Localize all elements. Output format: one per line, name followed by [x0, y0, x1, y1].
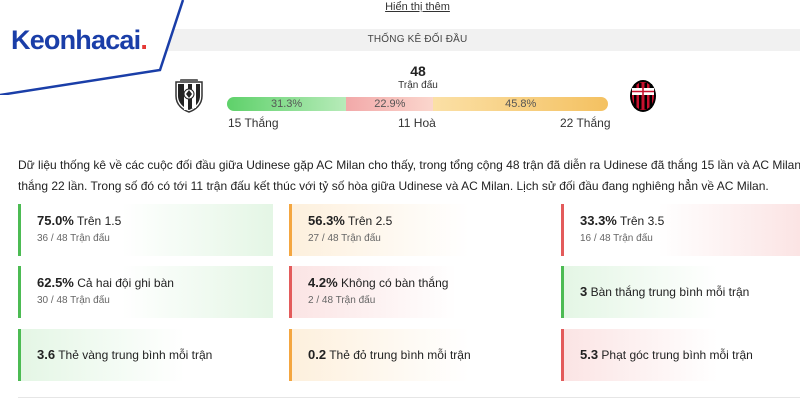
- stat-sub: 36 / 48 Trận đấu: [37, 233, 110, 244]
- ac-milan-crest-icon[interactable]: [628, 78, 658, 114]
- stat-value: 5.3: [580, 347, 599, 362]
- stat-value: 0.2: [308, 347, 327, 362]
- stat-card-avg-red-cards: 0.2 Thẻ đỏ trung bình mỗi trận: [289, 329, 545, 381]
- stat-value: 75.0%: [37, 213, 74, 228]
- stat-sub: 2 / 48 Trận đấu: [308, 295, 376, 306]
- stat-label: Thẻ vàng trung bình mỗi trận: [58, 348, 213, 362]
- stat-value: 3.6: [37, 347, 56, 362]
- stat-sub: 27 / 48 Trận đấu: [308, 233, 381, 244]
- head-to-head-bar: 31.3% 22.9% 45.8%: [227, 97, 608, 111]
- win-segment: 31.3%: [227, 97, 347, 111]
- brand-logo: Keonhacai.: [11, 25, 148, 56]
- brand-logo-band[interactable]: Keonhacai.: [0, 0, 190, 95]
- section-divider: [18, 397, 800, 398]
- summary-line-2: thắng 22 lần. Trong số đó có tới 11 trận…: [18, 179, 769, 193]
- stat-card-over-3-5: 33.3% Trên 3.5 16 / 48 Trận đấu: [561, 204, 800, 256]
- stat-card-both-teams-score: 62.5% Cả hai đội ghi bàn 30 / 48 Trận đấ…: [18, 266, 273, 318]
- summary-paragraph: Dữ liệu thống kê về các cuộc đối đầu giữ…: [18, 155, 800, 197]
- stat-label: Thẻ đỏ trung bình mỗi trận: [329, 348, 471, 362]
- lose-segment: 45.8%: [433, 97, 608, 111]
- stat-card-over-2-5: 56.3% Trên 2.5 27 / 48 Trận đấu: [289, 204, 545, 256]
- stat-label: Bàn thắng trung bình mỗi trận: [590, 285, 750, 299]
- stat-sub: 30 / 48 Trận đấu: [37, 295, 110, 306]
- stat-label: Trên 3.5: [620, 214, 665, 228]
- stat-label: Trên 1.5: [77, 214, 122, 228]
- stat-value: 3: [580, 284, 588, 299]
- away-wins-label: 22 Thắng: [560, 116, 611, 130]
- stat-card-no-goals: 4.2% Không có bàn thắng 2 / 48 Trận đấu: [289, 266, 545, 318]
- stat-card-avg-corners: 5.3 Phạt góc trung bình mỗi trận: [561, 329, 800, 381]
- stat-card-avg-yellow-cards: 3.6 Thẻ vàng trung bình mỗi trận: [18, 329, 273, 381]
- logo-background-shape: [0, 0, 185, 95]
- show-more-link[interactable]: Hiển thị thêm: [385, 1, 450, 13]
- stat-value: 4.2%: [308, 275, 338, 290]
- total-matches: 48: [410, 63, 426, 79]
- stat-card-over-1-5: 75.0% Trên 1.5 36 / 48 Trận đấu: [18, 204, 273, 256]
- stat-value: 56.3%: [308, 213, 345, 228]
- draw-segment: 22.9%: [346, 97, 434, 111]
- summary-line-1: Dữ liệu thống kê về các cuộc đối đầu giữ…: [18, 158, 800, 172]
- stat-sub: 16 / 48 Trận đấu: [580, 233, 653, 244]
- stat-value: 33.3%: [580, 213, 617, 228]
- stat-label: Trên 2.5: [348, 214, 393, 228]
- stat-label: Không có bàn thắng: [340, 276, 449, 290]
- udinese-crest-icon[interactable]: [172, 78, 206, 114]
- stat-label: Cả hai đội ghi bàn: [77, 276, 174, 290]
- section-title: THỐNG KÊ ĐỐI ĐẦU: [367, 34, 468, 45]
- brand-dot: .: [140, 25, 148, 55]
- brand-name: Keonhacai: [11, 25, 141, 55]
- stat-label: Phạt góc trung bình mỗi trận: [601, 348, 753, 362]
- stat-card-avg-goals: 3 Bàn thắng trung bình mỗi trận: [561, 266, 800, 318]
- draws-label: 11 Hoà: [398, 116, 436, 130]
- stat-value: 62.5%: [37, 275, 74, 290]
- home-wins-label: 15 Thắng: [228, 116, 279, 130]
- head-to-head-panel: 48 Trận đấu 31.3% 22.9% 45.8% 15 Thắng 1…: [0, 62, 800, 142]
- total-matches-label: Trận đấu: [398, 80, 438, 91]
- section-header-bar: [0, 29, 800, 51]
